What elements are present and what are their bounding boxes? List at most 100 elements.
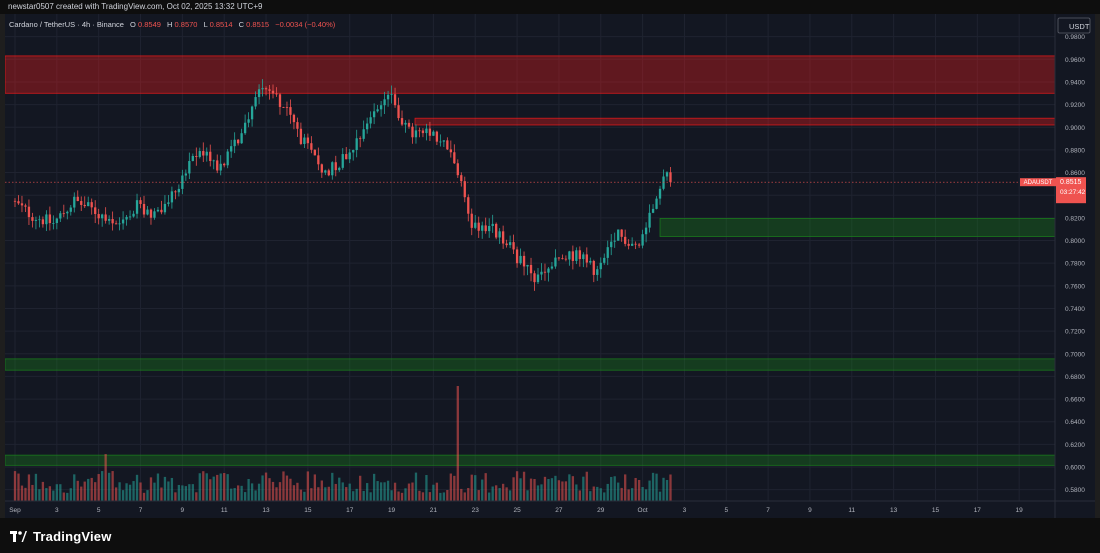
volume-bar [230, 488, 233, 501]
candle-body [345, 154, 348, 160]
price-tick-label: 0.8600 [1065, 170, 1085, 177]
time-tick-label: 3 [683, 507, 687, 514]
candle-body [481, 225, 484, 231]
candle-body [52, 223, 55, 224]
candle-body [219, 163, 222, 171]
volume-bar [620, 487, 623, 501]
candle-body [261, 88, 264, 90]
volume-bar [379, 482, 383, 501]
candle-body [355, 138, 358, 150]
volume-bar [589, 491, 592, 501]
time-tick-label: 7 [139, 507, 143, 514]
volume-bar [250, 483, 254, 501]
candle-body [285, 106, 289, 108]
volume-bar [149, 477, 153, 501]
volume-bar [289, 478, 292, 501]
zone-green [659, 218, 1056, 237]
axes: USDT 0.9800 0.9600 0.9400 0.9200 0.9000 0.880… [5, 14, 1095, 518]
volume-bar [467, 488, 470, 501]
legend-line: Cardano / TetherUS · 4h · Binance O 0.85… [9, 20, 336, 29]
candle-body [533, 273, 536, 283]
volume-bar [303, 491, 306, 501]
volume-bar [495, 485, 498, 501]
volume-bar [557, 480, 561, 501]
bar-countdown: 03:27:42 [1060, 189, 1086, 196]
candle-body [334, 162, 337, 171]
volume-bar [125, 483, 128, 501]
legend-change: −0.0034 (−0.40%) [275, 20, 336, 29]
volume-bar [372, 473, 376, 501]
candle-body [369, 117, 372, 124]
volume-bar [641, 486, 644, 501]
volume-bar [90, 477, 93, 501]
candle-body [456, 163, 459, 176]
price-tick-label: 0.9600 [1065, 57, 1085, 64]
candle-body [599, 262, 602, 270]
volume-bar [519, 478, 522, 501]
volume-bar [285, 475, 289, 501]
candles [13, 79, 672, 291]
currency-label: USDT [1069, 22, 1090, 31]
candle-body [174, 191, 177, 193]
candle-body [188, 161, 191, 174]
candle-body [359, 138, 362, 140]
candle-body [97, 214, 100, 219]
last-price-value: 0.8515 [1060, 179, 1082, 186]
candle-body [275, 93, 278, 95]
candle-body [425, 128, 428, 134]
candle-body [101, 214, 104, 219]
currency-box[interactable] [1057, 17, 1091, 34]
volume-bar [488, 492, 491, 501]
zones [5, 55, 1056, 466]
tradingview-logo[interactable]: TradingView [10, 529, 112, 544]
candle-body [230, 146, 233, 152]
candle-body [585, 254, 588, 263]
candle-body [160, 209, 163, 213]
candle-body [226, 151, 229, 166]
candle-body [442, 140, 446, 142]
volume-bar [306, 471, 310, 501]
volume-bar [324, 487, 327, 501]
candle-body [575, 250, 578, 261]
candle-body [564, 258, 568, 260]
candle-body [317, 155, 320, 165]
candle-body [153, 211, 156, 218]
candle-body [526, 264, 529, 267]
volume-bar [617, 482, 620, 501]
candle-body [411, 126, 414, 138]
volume-bar [299, 489, 303, 501]
volume-bar [38, 489, 41, 501]
volume-bar [571, 476, 575, 501]
volume-bar [212, 476, 215, 501]
candle-body [637, 244, 641, 246]
volume-bar [209, 479, 212, 501]
volume-bar [547, 478, 550, 501]
price-chart[interactable]: USDT 0.9800 0.9600 0.9400 0.9200 0.9000 0.880… [5, 14, 1095, 518]
volume-bar [366, 483, 369, 501]
candle-body [292, 114, 296, 123]
volume-bar [313, 474, 317, 501]
candle-body [250, 106, 254, 120]
volume-bar [111, 471, 114, 501]
time-tick-label: 7 [766, 507, 770, 514]
candle-body [414, 130, 418, 138]
volume-bar [66, 492, 69, 501]
tradingview-logo-icon [10, 531, 27, 542]
volume-bar [383, 482, 386, 501]
zone-green [5, 358, 1056, 371]
candle-body [289, 107, 292, 115]
candle-body [41, 219, 45, 225]
volume-bar [376, 481, 379, 501]
volume-bar [327, 486, 330, 501]
volume-bar [177, 484, 181, 501]
volume-bar [610, 476, 613, 501]
candle-body [630, 243, 634, 246]
volume-bar [257, 483, 261, 501]
candle-body [195, 155, 198, 157]
candle-body [362, 129, 365, 139]
volume-bar [561, 481, 564, 501]
volume-bar [80, 486, 83, 501]
candle-body [488, 225, 491, 232]
volume-bar [425, 475, 428, 501]
volume-bar [104, 454, 107, 501]
